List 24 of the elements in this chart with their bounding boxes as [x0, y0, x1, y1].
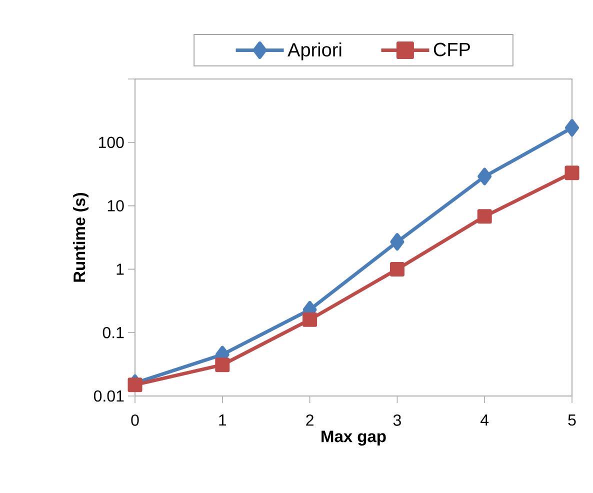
legend-label: Apriori [288, 42, 342, 60]
y-axis-title: Runtime (s) [73, 192, 88, 282]
point [128, 378, 142, 392]
point [215, 358, 230, 372]
x-tick-label: 0 [131, 414, 139, 426]
x-tick-label: 4 [480, 414, 489, 426]
legend-label: CFP [434, 42, 470, 56]
point [565, 119, 580, 137]
point [302, 312, 318, 327]
point [478, 168, 492, 186]
x-axis-title: Max gap [322, 430, 386, 446]
point [390, 233, 404, 251]
y-tick-label: 0.1 [102, 326, 124, 338]
x-tick-label: 1 [219, 414, 226, 426]
y-tick-label: 1 [116, 264, 124, 275]
y-tick-label: 10 [108, 200, 124, 212]
x-tick-label: 2 [306, 414, 314, 426]
y-tick-label: 0.01 [94, 390, 124, 402]
y-tick-label: 100 [99, 136, 124, 148]
x-tick-label: 5 [568, 414, 576, 426]
point [477, 209, 492, 224]
point [564, 166, 580, 180]
x-tick-label: 3 [393, 414, 401, 426]
point [390, 262, 404, 276]
